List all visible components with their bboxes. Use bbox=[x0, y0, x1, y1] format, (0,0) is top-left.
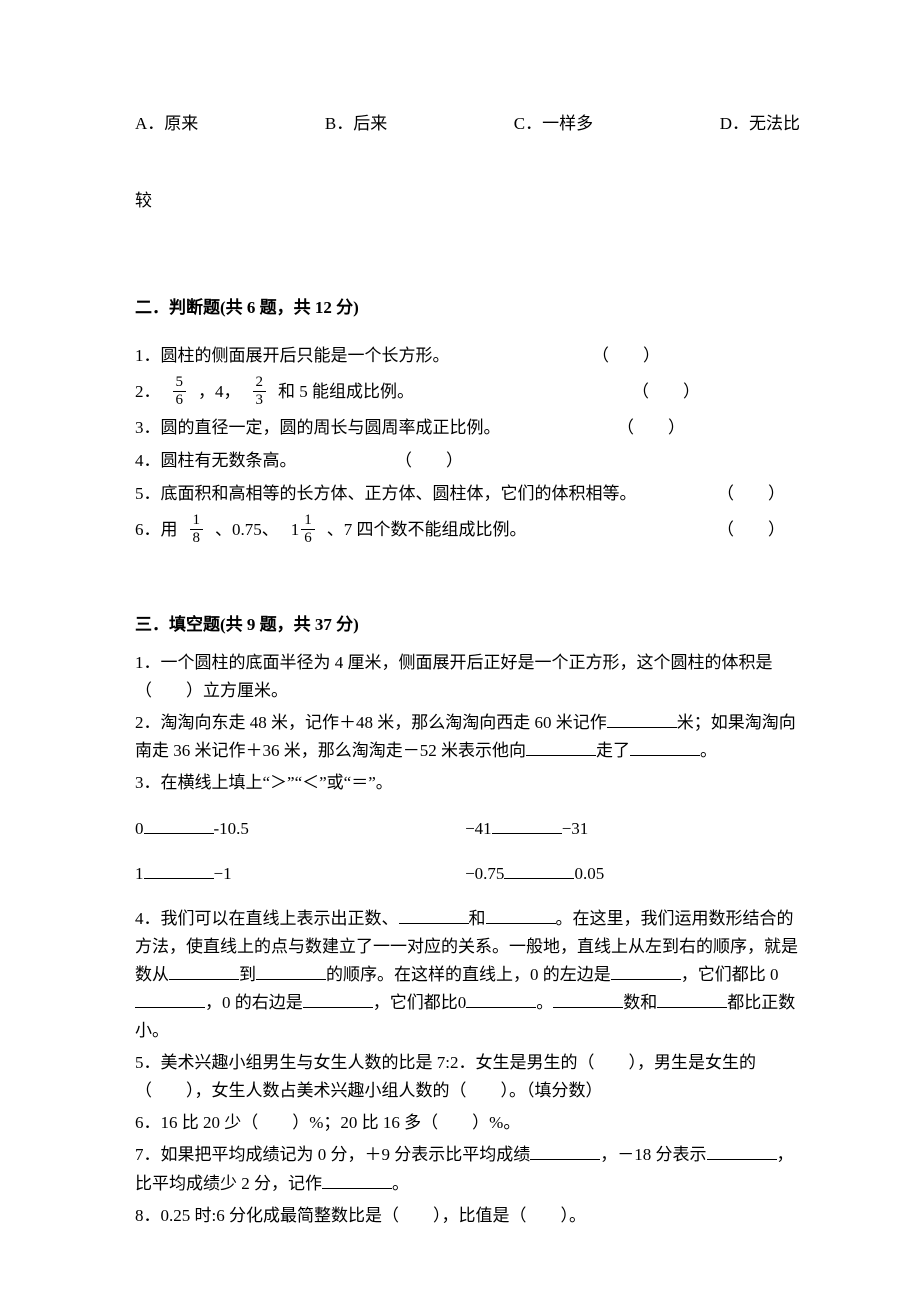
q4-blank10[interactable] bbox=[657, 991, 727, 1008]
judgment-q3: 3．圆的直径一定，圆的周长与圆周率成正比例。 （ ） bbox=[135, 414, 800, 441]
cmp1a-blank[interactable] bbox=[144, 817, 214, 834]
q7-d: 。 bbox=[392, 1174, 409, 1193]
section-judgment: 二．判断题(共 6 题，共 12 分) 1．圆柱的侧面展开后只能是一个长方形。 … bbox=[135, 294, 800, 546]
cmp2a-blank[interactable] bbox=[144, 862, 214, 879]
q6-pre: 6．用 bbox=[135, 516, 178, 543]
q2-frac1-den: 6 bbox=[173, 392, 187, 408]
fill-q8: 8．0.25 时:6 分化成最简整数比是（ ），比值是（ ）。 bbox=[135, 1202, 800, 1230]
compare-row1: 0 -10.5 −41 −31 bbox=[135, 815, 800, 842]
q6-frac1-den: 8 bbox=[190, 530, 204, 546]
cmp2a-l: 1 bbox=[135, 864, 144, 883]
section3-heading: 三．填空题(共 9 题，共 37 分) bbox=[135, 611, 800, 638]
q4-j: 数和 bbox=[623, 993, 657, 1012]
q6-mixed-whole: 1 bbox=[291, 516, 300, 543]
cmp2b-r: 0.05 bbox=[574, 864, 604, 883]
cmp2b-blank[interactable] bbox=[504, 862, 574, 879]
judgment-q2: 2． 5 6 ，4， 2 3 和 5 能组成比例。 （ ） bbox=[135, 375, 800, 408]
judgment-q4: 4．圆柱有无数条高。 （ ） bbox=[135, 447, 800, 474]
q1-text: 1．圆柱的侧面展开后只能是一个长方形。 bbox=[135, 346, 450, 365]
q7-blank1[interactable] bbox=[530, 1143, 600, 1160]
q4-blank6[interactable] bbox=[135, 991, 205, 1008]
q4-a: 4．我们可以在直线上表示出正数、 bbox=[135, 909, 399, 928]
q3-bracket: （ ） bbox=[617, 414, 685, 441]
option-d: D．无法比 bbox=[720, 110, 800, 137]
q2-frac1-num: 5 bbox=[173, 375, 187, 392]
cmp2b-l: −0.75 bbox=[465, 864, 504, 883]
answer-options-row: A．原来 B．后来 C．一样多 D．无法比 bbox=[135, 110, 800, 137]
option-a: A．原来 bbox=[135, 110, 198, 137]
q2-pre: 2． bbox=[135, 378, 161, 405]
q7-b: ，－18 分表示 bbox=[600, 1145, 706, 1164]
q2-c: 走了 bbox=[596, 741, 630, 760]
fill-q7: 7．如果把平均成绩记为 0 分，＋9 分表示比平均成绩，－18 分表示，比平均成… bbox=[135, 1141, 800, 1197]
cmp1b-blank[interactable] bbox=[492, 817, 562, 834]
q4-blank7[interactable] bbox=[303, 991, 373, 1008]
q2-d: 。 bbox=[700, 741, 717, 760]
cmp1b-l: −41 bbox=[465, 819, 492, 838]
option-c: C．一样多 bbox=[514, 110, 593, 137]
q4-blank5[interactable] bbox=[611, 963, 681, 980]
cmp1a-r: -10.5 bbox=[214, 819, 249, 838]
q7-blank3[interactable] bbox=[322, 1172, 392, 1189]
fill-q6: 6．16 比 20 少（ ）%；20 比 16 多（ ）%。 bbox=[135, 1109, 800, 1137]
q2-post: 和 5 能组成比例。 bbox=[278, 378, 414, 405]
q4-b: 和 bbox=[469, 909, 486, 928]
q6-mixed-den: 6 bbox=[301, 530, 315, 546]
judgment-q6: 6．用 1 8 、0.75、 1 1 6 、7 四个数不能组成比例。 （ ） bbox=[135, 513, 800, 546]
q2-bracket: （ ） bbox=[632, 378, 700, 405]
fill-q5: 5．美术兴趣小组男生与女生人数的比是 7:2．女生是男生的（ ），男生是女生的（… bbox=[135, 1049, 800, 1105]
q4-f: ，它们都比 0 bbox=[681, 965, 779, 984]
cmp1a-l: 0 bbox=[135, 819, 144, 838]
q2-frac1: 5 6 bbox=[173, 375, 187, 408]
q6-mid1: 、0.75、 bbox=[215, 516, 279, 543]
q6-bracket: （ ） bbox=[717, 516, 785, 543]
option-b: B．后来 bbox=[325, 110, 387, 137]
q4-i: 。 bbox=[536, 993, 553, 1012]
q4-blank2[interactable] bbox=[486, 907, 556, 924]
q6-frac1: 1 8 bbox=[190, 513, 204, 546]
fill-q2: 2．淘淘向东走 48 米，记作＋48 米，那么淘淘向西走 60 米记作米；如果淘… bbox=[135, 709, 800, 765]
q4-blank1[interactable] bbox=[399, 907, 469, 924]
judgment-q5: 5．底面积和高相等的长方体、正方体、圆柱体，它们的体积相等。 （ ） bbox=[135, 480, 800, 507]
q4-h: ，它们都比0 bbox=[373, 993, 467, 1012]
q2-frac2: 2 3 bbox=[253, 375, 267, 408]
q2-blank3[interactable] bbox=[630, 739, 700, 756]
q4-blank4[interactable] bbox=[256, 963, 326, 980]
q4-blank9[interactable] bbox=[553, 991, 623, 1008]
q4-bracket: （ ） bbox=[395, 447, 463, 474]
fill-q4: 4．我们可以在直线上表示出正数、和。在这里，我们运用数形结合的方法，使直线上的点… bbox=[135, 905, 800, 1045]
q5s2-text: 5．底面积和高相等的长方体、正方体、圆柱体，它们的体积相等。 bbox=[135, 484, 637, 503]
cmp2a-r: −1 bbox=[214, 864, 232, 883]
option-d-continuation: 较 bbox=[135, 187, 800, 214]
q1-bracket: （ ） bbox=[592, 342, 660, 369]
q2-blank2[interactable] bbox=[526, 739, 596, 756]
q6-frac1-num: 1 bbox=[190, 513, 204, 530]
section-fill-blank: 三．填空题(共 9 题，共 37 分) 1．一个圆柱的底面半径为 4 厘米，侧面… bbox=[135, 611, 800, 1229]
fill-q3: 3．在横线上填上“＞”“＜”或“＝”。 bbox=[135, 769, 800, 797]
q2-frac2-num: 2 bbox=[253, 375, 267, 392]
q6-mixed: 1 1 6 bbox=[291, 513, 315, 546]
q6-mixed-num: 1 bbox=[301, 513, 315, 530]
q2-mid1: ，4， bbox=[198, 378, 241, 405]
q4-e: 的顺序。在这样的直线上，0 的左边是 bbox=[326, 965, 611, 984]
fill-q1: 1．一个圆柱的底面半径为 4 厘米，侧面展开后正好是一个正方形，这个圆柱的体积是… bbox=[135, 649, 800, 705]
q4-blank3[interactable] bbox=[169, 963, 239, 980]
cmp1b-r: −31 bbox=[562, 819, 589, 838]
section2-heading: 二．判断题(共 6 题，共 12 分) bbox=[135, 294, 800, 321]
q2-blank1[interactable] bbox=[607, 711, 677, 728]
q2-a: 2．淘淘向东走 48 米，记作＋48 米，那么淘淘向西走 60 米记作 bbox=[135, 713, 607, 732]
judgment-q1: 1．圆柱的侧面展开后只能是一个长方形。 （ ） bbox=[135, 342, 800, 369]
q6-post: 、7 四个数不能组成比例。 bbox=[327, 516, 527, 543]
q3-text: 3．圆的直径一定，圆的周长与圆周率成正比例。 bbox=[135, 418, 501, 437]
q4s2-text: 4．圆柱有无数条高。 bbox=[135, 451, 297, 470]
q4-g: ，0 的右边是 bbox=[205, 993, 303, 1012]
q4-blank8[interactable] bbox=[466, 991, 536, 1008]
q4-d: 到 bbox=[239, 965, 256, 984]
q7-blank2[interactable] bbox=[707, 1143, 777, 1160]
q7-a: 7．如果把平均成绩记为 0 分，＋9 分表示比平均成绩 bbox=[135, 1145, 530, 1164]
compare-row2: 1 −1 −0.75 0.05 bbox=[135, 860, 800, 887]
q2-frac2-den: 3 bbox=[253, 392, 267, 408]
q5-bracket: （ ） bbox=[717, 480, 785, 507]
